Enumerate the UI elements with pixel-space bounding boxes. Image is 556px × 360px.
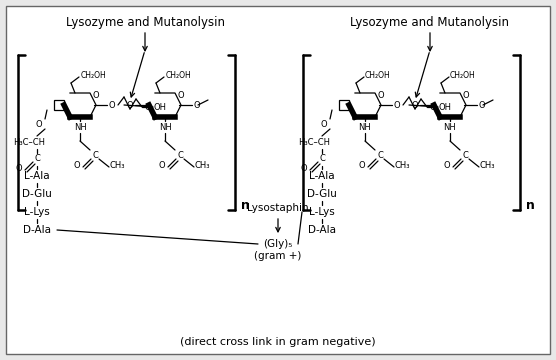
Text: O: O <box>74 161 80 170</box>
Text: n: n <box>525 198 534 212</box>
Text: D-Ala: D-Ala <box>23 225 51 235</box>
Text: O: O <box>93 90 100 99</box>
Text: O: O <box>463 90 469 99</box>
Text: (gram +): (gram +) <box>254 251 302 261</box>
Text: (direct cross link in gram negative): (direct cross link in gram negative) <box>180 337 376 347</box>
Text: CH₂OH: CH₂OH <box>450 71 476 80</box>
Text: D-Glu: D-Glu <box>307 189 337 199</box>
Text: CH₂OH: CH₂OH <box>365 71 391 80</box>
Text: O: O <box>127 100 133 109</box>
Text: OH: OH <box>439 103 451 112</box>
Text: CH₂OH: CH₂OH <box>165 71 191 80</box>
FancyBboxPatch shape <box>6 6 550 354</box>
Bar <box>339 100 349 110</box>
Text: O: O <box>479 100 485 109</box>
Text: C: C <box>34 153 40 162</box>
Text: C: C <box>319 153 325 162</box>
Text: O: O <box>411 100 418 109</box>
Text: C: C <box>177 150 183 159</box>
Text: C: C <box>462 150 468 159</box>
Text: NH: NH <box>359 122 371 131</box>
Text: L-Lys: L-Lys <box>309 207 335 217</box>
Text: Lysozyme and Mutanolysin: Lysozyme and Mutanolysin <box>66 15 225 28</box>
Text: NH: NH <box>158 122 171 131</box>
Text: CH₃: CH₃ <box>194 161 210 170</box>
Text: O: O <box>108 100 115 109</box>
Text: C: C <box>92 150 98 159</box>
Text: OH: OH <box>153 103 166 112</box>
Text: L-Ala: L-Ala <box>309 171 335 181</box>
Text: O: O <box>444 161 450 170</box>
Text: O: O <box>36 120 42 129</box>
Text: n: n <box>241 198 250 212</box>
Text: O: O <box>378 90 384 99</box>
Text: NH: NH <box>444 122 456 131</box>
Text: C: C <box>377 150 383 159</box>
Text: O: O <box>178 90 184 99</box>
Text: H₃C–CH: H₃C–CH <box>298 138 330 147</box>
Text: O: O <box>394 100 400 109</box>
Text: O: O <box>16 163 22 172</box>
Text: CH₃: CH₃ <box>479 161 495 170</box>
Text: O: O <box>301 163 307 172</box>
Text: NH: NH <box>73 122 86 131</box>
Text: O: O <box>430 103 436 112</box>
Text: L-Ala: L-Ala <box>24 171 50 181</box>
Text: Lysostaphin: Lysostaphin <box>247 203 309 213</box>
Text: CH₃: CH₃ <box>394 161 410 170</box>
Text: D-Glu: D-Glu <box>22 189 52 199</box>
Text: L-Lys: L-Lys <box>24 207 50 217</box>
Text: H₃C–CH: H₃C–CH <box>13 138 45 147</box>
Text: O: O <box>193 100 200 109</box>
Text: O: O <box>359 161 365 170</box>
Text: (Gly)₅: (Gly)₅ <box>264 239 292 249</box>
Text: O: O <box>321 120 327 129</box>
Text: Lysozyme and Mutanolysin: Lysozyme and Mutanolysin <box>350 15 509 28</box>
Text: CH₂OH: CH₂OH <box>80 71 106 80</box>
Text: D-Ala: D-Ala <box>308 225 336 235</box>
Text: O: O <box>145 103 151 112</box>
Text: CH₃: CH₃ <box>109 161 125 170</box>
Text: O: O <box>158 161 165 170</box>
Bar <box>54 100 64 110</box>
